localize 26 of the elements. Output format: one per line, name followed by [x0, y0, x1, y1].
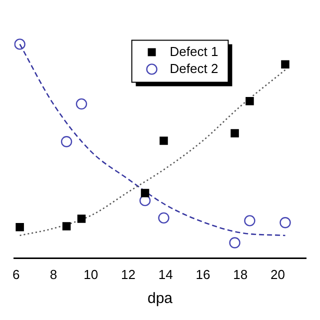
- point: [14, 38, 26, 50]
- x-tick-label: 8: [50, 266, 58, 282]
- point: [280, 217, 291, 228]
- point: [62, 222, 71, 230]
- point: [229, 237, 240, 248]
- point: [76, 98, 88, 110]
- x-tick-label: 16: [196, 266, 210, 282]
- point: [246, 97, 254, 106]
- point: [140, 188, 150, 198]
- x-tick-label: 18: [233, 266, 248, 282]
- point: [77, 214, 86, 223]
- point: [160, 136, 168, 145]
- point: [230, 129, 239, 138]
- x-tick-label: 10: [84, 266, 98, 282]
- x-tick-label: 20: [270, 266, 285, 282]
- point: [16, 222, 24, 232]
- x-tick-label: 12: [120, 266, 136, 282]
- x-tick-label: 14: [158, 266, 173, 282]
- point: [158, 212, 170, 224]
- x-tick-label: 6: [12, 266, 20, 282]
- x-axis-title: dpa: [147, 290, 174, 308]
- legend-label: Defect 2: [170, 60, 218, 76]
- point: [281, 60, 290, 68]
- point: [60, 136, 72, 148]
- point: [244, 215, 256, 226]
- legend-label: Defect 1: [170, 44, 218, 59]
